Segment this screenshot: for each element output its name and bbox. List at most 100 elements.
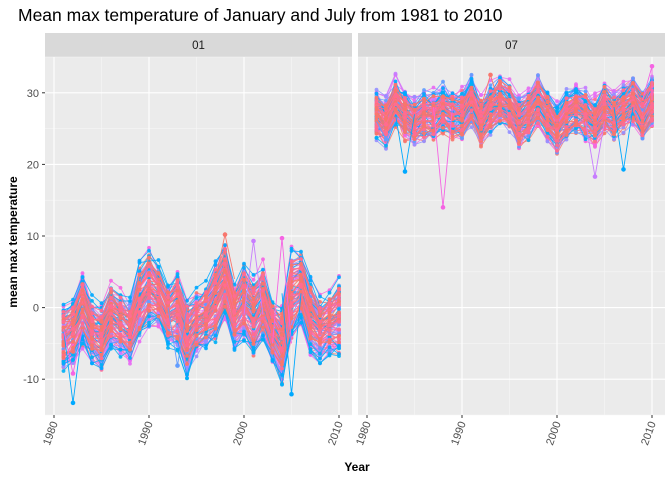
data-point bbox=[137, 339, 142, 344]
data-point bbox=[327, 323, 332, 328]
data-point bbox=[71, 322, 75, 327]
data-point bbox=[261, 292, 265, 297]
data-point bbox=[61, 313, 66, 318]
data-point bbox=[128, 299, 132, 303]
data-point bbox=[337, 314, 341, 319]
data-point bbox=[337, 340, 341, 344]
data-point bbox=[185, 336, 189, 340]
data-point bbox=[242, 266, 246, 270]
data-point bbox=[621, 79, 626, 84]
data-point bbox=[175, 299, 180, 303]
data-point bbox=[109, 320, 113, 325]
data-point bbox=[488, 83, 493, 88]
data-point bbox=[90, 347, 94, 351]
data-point bbox=[261, 281, 265, 286]
data-point bbox=[118, 355, 123, 359]
data-point bbox=[128, 361, 132, 366]
data-point bbox=[223, 283, 227, 288]
data-point bbox=[232, 328, 237, 333]
data-point bbox=[166, 318, 170, 322]
data-point bbox=[109, 290, 113, 295]
data-point bbox=[479, 144, 483, 149]
data-point bbox=[299, 257, 303, 261]
data-point bbox=[318, 294, 322, 299]
data-point bbox=[194, 315, 199, 320]
data-point bbox=[137, 287, 142, 292]
data-point bbox=[194, 319, 199, 323]
data-point bbox=[242, 321, 246, 326]
data-point bbox=[128, 335, 132, 340]
data-point bbox=[270, 314, 275, 319]
data-point bbox=[204, 327, 208, 331]
data-point bbox=[251, 291, 256, 295]
data-point bbox=[251, 309, 256, 314]
data-point bbox=[175, 272, 180, 276]
data-point bbox=[99, 315, 104, 319]
data-point bbox=[156, 271, 161, 275]
data-point bbox=[308, 342, 313, 346]
data-point bbox=[280, 362, 284, 367]
data-point bbox=[147, 255, 151, 260]
data-point bbox=[337, 302, 341, 307]
data-point bbox=[109, 311, 113, 316]
data-point bbox=[545, 139, 550, 144]
data-point bbox=[327, 297, 332, 302]
facet-panel-07: 07 bbox=[358, 33, 665, 416]
data-point bbox=[128, 340, 132, 345]
data-point bbox=[289, 272, 294, 277]
data-point bbox=[156, 265, 161, 269]
data-point bbox=[526, 86, 531, 91]
data-point bbox=[289, 249, 294, 253]
data-point bbox=[337, 346, 341, 351]
data-point bbox=[289, 263, 294, 267]
data-point bbox=[128, 314, 132, 318]
data-point bbox=[280, 332, 284, 337]
data-point bbox=[147, 282, 151, 287]
data-point bbox=[308, 274, 313, 279]
data-point bbox=[61, 369, 66, 373]
data-point bbox=[137, 273, 142, 277]
data-point bbox=[185, 325, 189, 330]
data-point bbox=[156, 258, 161, 262]
data-point bbox=[327, 328, 332, 333]
data-point bbox=[99, 301, 104, 306]
data-point bbox=[213, 305, 218, 309]
data-point bbox=[80, 321, 85, 326]
data-point bbox=[308, 350, 313, 355]
data-point bbox=[280, 366, 284, 371]
data-point bbox=[90, 299, 94, 303]
data-point bbox=[185, 299, 189, 303]
data-point bbox=[118, 347, 123, 352]
data-point bbox=[299, 261, 303, 266]
data-point bbox=[166, 295, 170, 300]
data-point bbox=[261, 333, 265, 338]
data-point bbox=[185, 343, 189, 348]
data-point bbox=[118, 304, 123, 309]
data-point bbox=[204, 311, 208, 316]
data-point bbox=[289, 301, 294, 305]
data-point bbox=[242, 277, 246, 282]
data-point bbox=[118, 314, 123, 319]
data-point bbox=[299, 275, 303, 280]
data-point bbox=[327, 311, 332, 315]
data-point bbox=[242, 297, 246, 301]
data-point bbox=[99, 328, 104, 332]
data-point bbox=[137, 327, 142, 332]
data-point bbox=[337, 333, 341, 338]
data-point bbox=[99, 308, 104, 313]
data-point bbox=[147, 324, 151, 328]
data-point bbox=[175, 279, 180, 284]
data-point bbox=[308, 299, 313, 303]
data-point bbox=[99, 338, 104, 343]
data-point bbox=[270, 350, 275, 355]
data-point bbox=[61, 365, 66, 369]
data-point bbox=[99, 334, 104, 338]
data-point bbox=[80, 315, 85, 320]
data-point bbox=[71, 339, 75, 344]
data-point bbox=[261, 267, 265, 272]
data-point bbox=[80, 275, 85, 279]
data-point bbox=[194, 301, 199, 305]
data-point bbox=[213, 281, 218, 285]
data-point bbox=[109, 278, 113, 283]
data-point bbox=[213, 290, 218, 295]
